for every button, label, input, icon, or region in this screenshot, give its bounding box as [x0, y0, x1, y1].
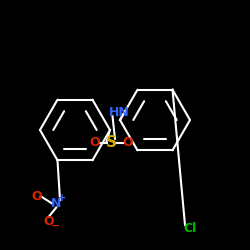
- Text: O: O: [122, 136, 133, 149]
- Text: O: O: [44, 215, 54, 228]
- Text: O: O: [90, 136, 100, 149]
- Text: +: +: [58, 193, 66, 203]
- Text: S: S: [106, 135, 117, 150]
- Text: HN: HN: [108, 106, 129, 119]
- Text: N: N: [51, 197, 62, 210]
- Text: O: O: [31, 190, 42, 203]
- Text: Cl: Cl: [184, 222, 196, 235]
- Text: −: −: [51, 221, 60, 231]
